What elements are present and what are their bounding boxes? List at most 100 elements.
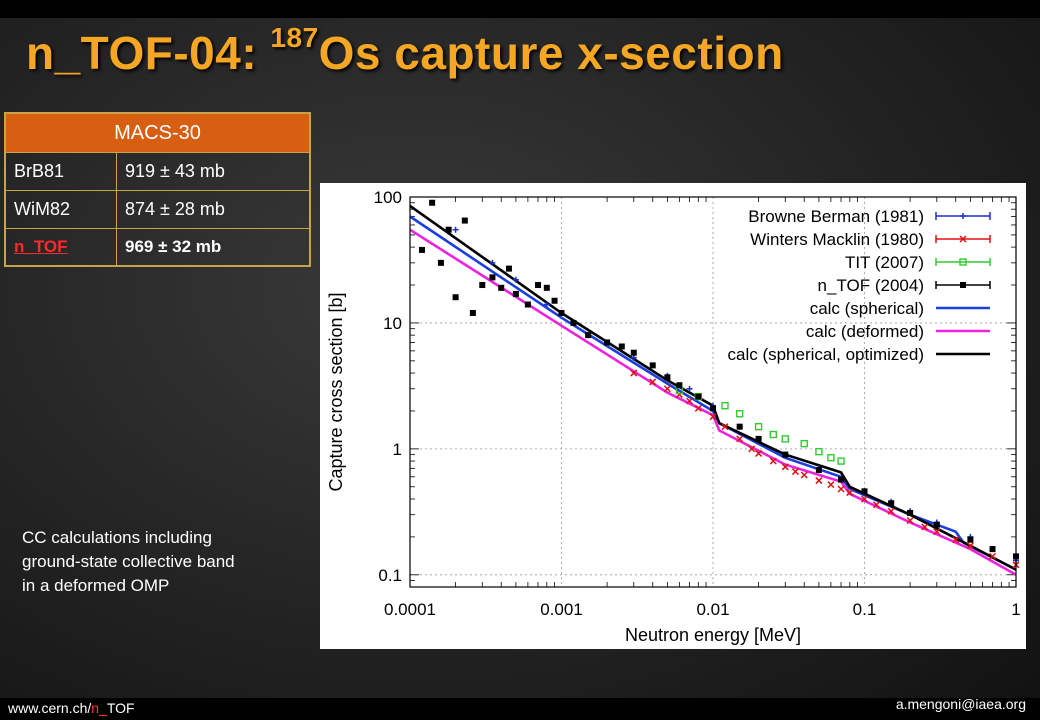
data-point [815,477,823,485]
data-point [959,235,967,243]
data-point [815,466,822,473]
macs-table: MACS-30 BrB81 919 ± 43 mb WiM82 874 ± 28… [4,112,311,267]
chart-axes: 0.0001 0.001 0.01 0.1 1 100 10 1 0.1 [374,188,1021,619]
data-point [846,489,854,497]
y-tick-label: 0.1 [378,566,402,585]
data-point [754,422,763,431]
series-line [409,228,1017,576]
title-superscript: 187 [270,22,319,53]
data-point [815,447,823,456]
table-row: WiM82 874 ± 28 mb [4,190,311,229]
x-axis-label: Neutron energy [MeV] [625,625,801,645]
data-point [959,258,967,266]
x-tick-label: 0.1 [853,600,877,619]
data-point [437,259,444,266]
data-point [663,385,671,393]
cross-section-chart: 0.0001 0.001 0.01 0.1 1 100 10 1 0.1 Browne Berm… [320,183,1026,649]
table-row-highlight: n_TOF 969 ± 32 mb [4,228,311,267]
row-value: 919 ± 43 mb [116,152,311,191]
data-point [782,451,789,458]
data-point [800,471,808,479]
table-row: BrB81 919 ± 43 mb [4,152,311,191]
data-point [461,217,468,224]
row-label: n_TOF [4,228,117,267]
data-point [960,282,966,288]
y-axis-label: Capture cross section [b] [326,292,346,491]
legend-label: calc (deformed) [806,322,924,341]
data-point [512,290,519,297]
data-point [781,463,789,471]
slide-title: n_TOF-04: 187Os capture x-section [26,22,784,79]
data-point [887,507,895,515]
x-tick-label: 0.0001 [384,600,436,619]
legend-label: calc (spherical) [810,299,924,318]
legend-label: calc (spherical, optimized) [727,345,924,364]
data-point [721,423,729,431]
data-point [429,199,436,206]
data-point [921,523,929,531]
data-point [872,501,881,509]
calc-note: CC calculations including ground-state c… [22,526,312,598]
data-point [989,552,997,560]
series-winters-macklin-1980 [630,369,1020,569]
data-point [755,435,762,442]
data-point [570,319,577,326]
legend-label: Browne Berman (1981) [748,207,924,226]
data-point [498,284,505,291]
data-point [505,265,512,272]
data-point [709,413,717,421]
note-line: CC calculations including [22,528,212,547]
x-tick-label: 0.01 [696,600,729,619]
plot-frame [409,196,1017,588]
data-point [618,343,625,350]
data-point [676,382,683,389]
data-point [933,528,941,536]
data-point [489,259,496,266]
data-point [952,536,960,544]
data-point [888,500,895,507]
chart-background [320,183,1026,649]
data-point [452,294,459,301]
data-point [933,521,940,528]
data-point [445,226,452,233]
footer-url: www.cern.ch/n_TOF [8,700,135,716]
data-point [710,405,716,412]
data-point [694,404,702,412]
data-point [551,297,558,304]
row-label: WiM82 [4,190,117,229]
data-point [781,435,789,443]
data-point [469,309,476,316]
data-point [512,276,519,283]
data-point [860,495,869,503]
data-point [769,430,777,439]
data-point [906,516,914,525]
data-point [967,536,974,543]
data-point [524,301,531,308]
row-value: 874 ± 28 mb [116,190,311,229]
bottom-bar [0,698,1040,720]
data-point [649,362,656,369]
y-tick-label: 1 [393,440,402,459]
data-point [966,542,974,550]
data-point [769,457,777,465]
top-bar [0,0,1040,18]
data-point [630,369,638,377]
y-tick-label: 10 [383,314,402,333]
data-point [861,488,868,495]
data-point [827,454,835,462]
macs-table-header: MACS-30 [4,112,311,153]
data-point [479,282,486,289]
data-point [604,339,611,346]
data-point [585,332,592,339]
data-point [558,309,565,316]
legend-label: n_TOF (2004) [818,276,924,295]
data-point [721,402,729,410]
data-point [489,274,496,281]
x-tick-label: 1 [1011,600,1020,619]
data-point [535,282,542,289]
data-point [791,468,799,476]
note-line: in a deformed OMP [22,576,170,595]
row-label: BrB81 [4,152,117,191]
data-point [907,509,914,516]
data-point [837,485,845,493]
